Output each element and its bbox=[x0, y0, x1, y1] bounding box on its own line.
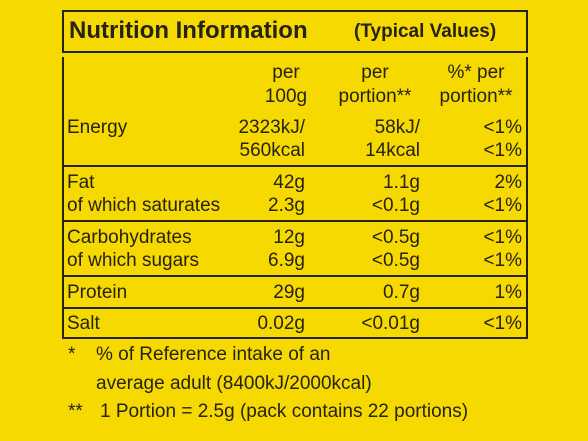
title: Nutrition Information bbox=[69, 17, 308, 44]
footnote-mark: ** bbox=[68, 401, 83, 422]
column-header: per bbox=[361, 62, 389, 83]
subtitle: (Typical Values) bbox=[354, 21, 497, 42]
cell: <1% bbox=[483, 195, 522, 216]
column-header: %* per bbox=[447, 62, 505, 83]
cell: 2.3g bbox=[268, 195, 305, 216]
table-box bbox=[62, 57, 528, 339]
column-header: 100g bbox=[264, 86, 308, 107]
cell: 42g bbox=[273, 172, 305, 193]
row-label: of which saturates bbox=[67, 195, 221, 216]
row-label: Energy bbox=[67, 117, 128, 138]
title-box bbox=[62, 10, 528, 53]
cell: <0.01g bbox=[361, 313, 420, 334]
cell: 0.7g bbox=[383, 282, 420, 303]
footnote-mark: * bbox=[68, 344, 76, 365]
cell: <1% bbox=[483, 250, 522, 271]
cell: 14kcal bbox=[365, 140, 420, 161]
column-header: portion** bbox=[338, 86, 412, 107]
cell: 2323kJ/ bbox=[238, 117, 305, 138]
cell: 1% bbox=[494, 282, 522, 303]
row-divider bbox=[62, 307, 528, 309]
column-header: portion** bbox=[439, 86, 513, 107]
column-header: per bbox=[272, 62, 300, 83]
footnote-text: % of Reference intake of an bbox=[96, 344, 331, 365]
row-divider bbox=[62, 220, 528, 222]
row-label: Carbohydrates bbox=[67, 227, 192, 248]
footnote-text: average adult (8400kJ/2000kcal) bbox=[96, 373, 372, 394]
cell: 6.9g bbox=[268, 250, 305, 271]
cell: 560kcal bbox=[239, 140, 306, 161]
cell: 12g bbox=[273, 227, 305, 248]
row-label: of which sugars bbox=[67, 250, 200, 271]
cell: <0.1g bbox=[371, 195, 420, 216]
cell: <1% bbox=[483, 313, 522, 334]
cell: 0.02g bbox=[257, 313, 305, 334]
cell: 2% bbox=[494, 172, 522, 193]
row-label: Salt bbox=[67, 313, 100, 334]
cell: <1% bbox=[483, 227, 522, 248]
cell: 58kJ/ bbox=[374, 117, 420, 138]
row-label: Fat bbox=[67, 172, 95, 193]
row-divider bbox=[62, 275, 528, 277]
cell: <1% bbox=[483, 140, 522, 161]
row-label: Protein bbox=[67, 282, 128, 303]
footnote-text: 1 Portion = 2.5g (pack contains 22 porti… bbox=[100, 401, 469, 422]
cell: 1.1g bbox=[383, 172, 420, 193]
cell: <0.5g bbox=[371, 250, 420, 271]
cell: <0.5g bbox=[371, 227, 420, 248]
cell: <1% bbox=[483, 117, 522, 138]
row-divider bbox=[62, 165, 528, 167]
cell: 29g bbox=[273, 282, 305, 303]
